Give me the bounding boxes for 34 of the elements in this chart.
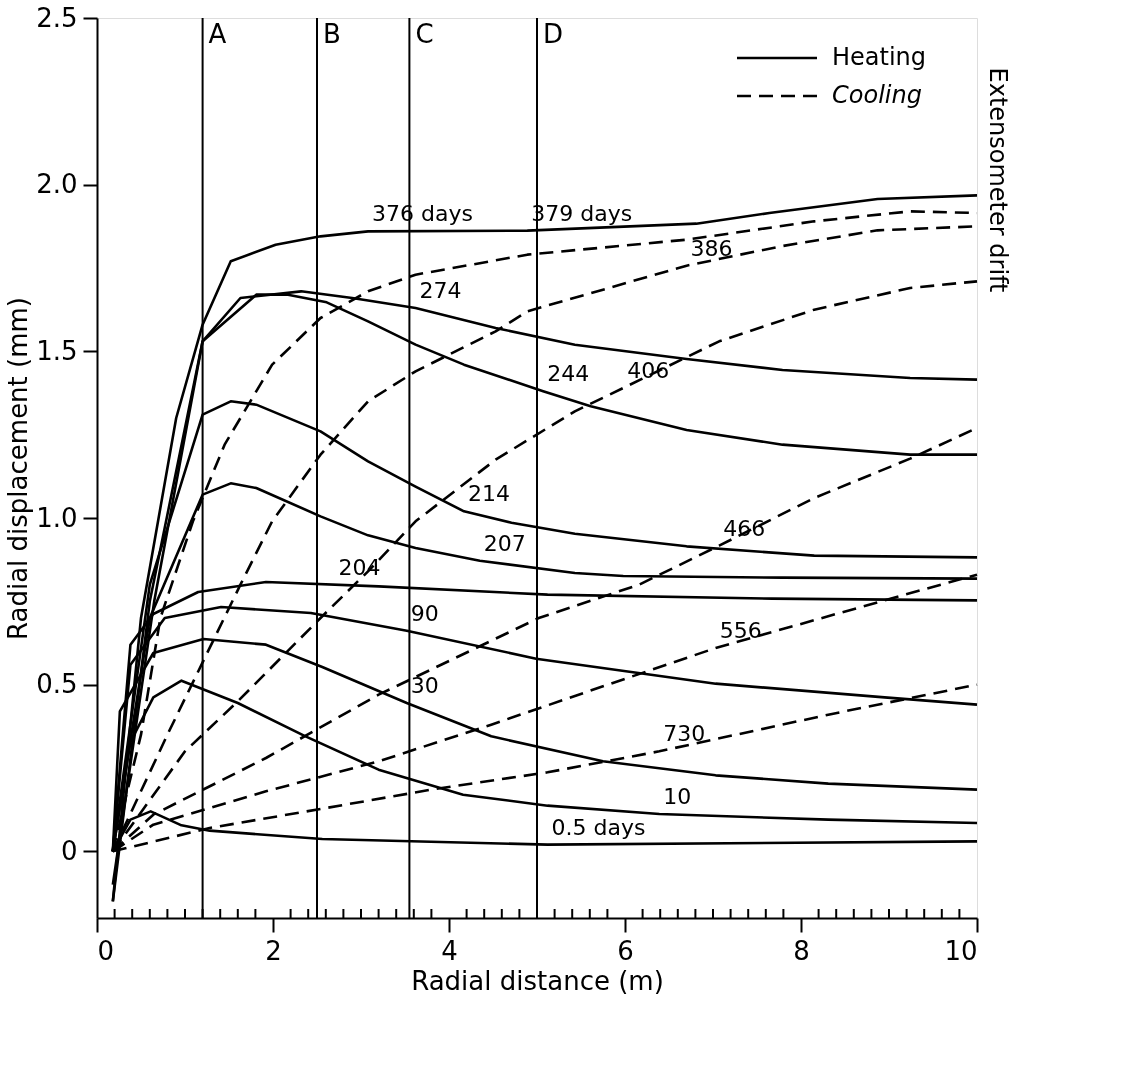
annotation: 207	[483, 530, 526, 556]
annotation: 0.5 days	[551, 814, 646, 840]
annotation: 244	[547, 361, 590, 387]
annotation: 386	[690, 235, 733, 261]
x-tick-label: 10	[944, 935, 978, 966]
x-tick-label: 2	[265, 935, 282, 966]
x-axis-title: Radial distance (m)	[411, 965, 664, 996]
annotation: 274	[419, 278, 462, 303]
x-tick-label: 0	[97, 935, 115, 966]
legend-label: Cooling	[832, 81, 922, 109]
ref-line-label: A	[208, 19, 227, 49]
y-tick-label: 2.5	[36, 2, 78, 33]
x-tick-label: 8	[793, 935, 810, 966]
annotation: 730	[663, 721, 706, 747]
x-tick-label: 6	[617, 935, 634, 966]
y-tick-label: 2.0	[36, 169, 78, 200]
ref-line-label: D	[543, 19, 564, 49]
annotation: 214	[467, 481, 510, 507]
y-tick-label: 0	[60, 835, 78, 866]
y-tick-label: 1.5	[36, 335, 78, 366]
annotation: 90	[410, 600, 439, 626]
y-axis-title: Radial displacement (mm)	[3, 296, 34, 641]
annotation: 204	[338, 554, 381, 580]
annotation: 10	[663, 784, 692, 809]
y-tick-label: 1.0	[36, 502, 78, 533]
legend-label: Heating	[832, 43, 927, 71]
annotation: 466	[723, 515, 766, 541]
y-tick-label: 0.5	[36, 669, 78, 700]
ref-line-label: C	[415, 19, 434, 49]
text: Extensometer drift	[984, 67, 1012, 293]
annotation: 30	[410, 673, 439, 698]
annotation: 556	[719, 618, 762, 643]
ref-line-label: B	[323, 19, 341, 49]
x-tick-label: 4	[441, 935, 458, 966]
